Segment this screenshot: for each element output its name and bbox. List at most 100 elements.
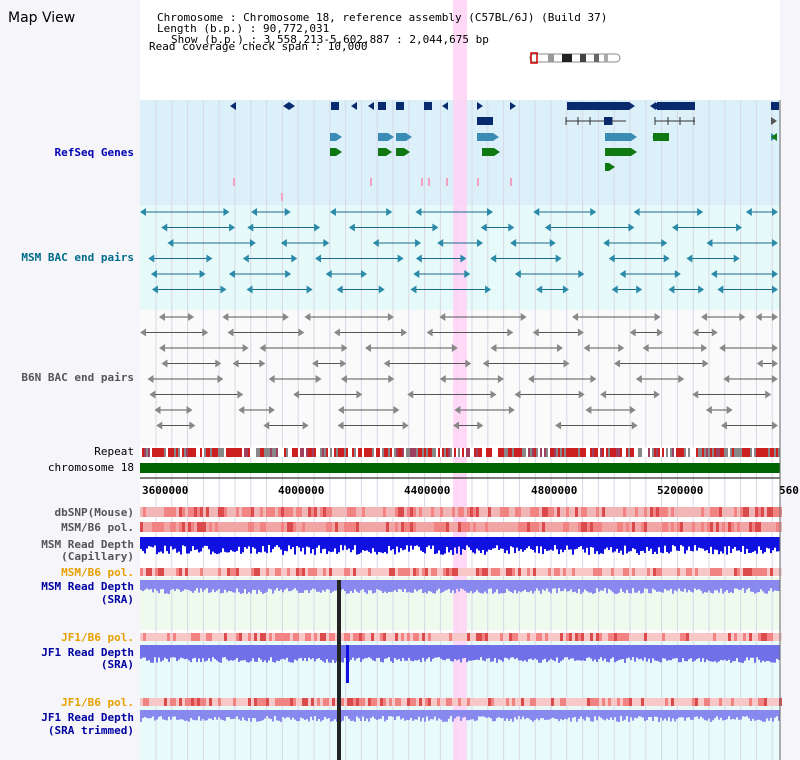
depth-bar (200, 710, 202, 721)
depth-bar (606, 645, 608, 662)
repeat-mark (230, 448, 232, 457)
depth-bar (600, 645, 602, 658)
chromosome-ideogram[interactable] (529, 52, 621, 64)
gene-block (657, 102, 695, 110)
depth-bar (546, 645, 548, 663)
msm-b6-pol-strip-mark (317, 522, 320, 532)
depth-bar (150, 710, 152, 718)
msm-b6-pol-2-strip-mark (302, 568, 305, 576)
depth-bar (658, 710, 660, 722)
depth-bar (326, 645, 328, 660)
repeat-mark (398, 448, 400, 457)
depth-bar (534, 537, 536, 553)
jf1-pol-2-strip-mark (404, 698, 407, 706)
dbsnp-strip-mark (533, 507, 536, 517)
msm-b6-pol-strip-mark (515, 522, 518, 532)
depth-bar (192, 710, 194, 720)
depth-bar (714, 580, 716, 591)
gene-feature (442, 102, 448, 110)
chromosome-bar[interactable] (140, 463, 780, 473)
jf1-pol-2-strip-mark (587, 698, 590, 706)
msm-b6-pol-2-strip-mark (428, 568, 431, 576)
depth-bar (150, 537, 152, 547)
depth-bar (214, 580, 216, 593)
depth-bar (652, 537, 654, 555)
depth-bar (648, 710, 650, 717)
jf1-pol-strip-mark (212, 633, 215, 641)
depth-bar (216, 710, 218, 720)
repeat-track[interactable] (140, 448, 780, 457)
jf1-pol-2-strip-mark (635, 698, 638, 706)
repeat-mark (706, 448, 708, 457)
depth-bar (424, 710, 426, 722)
jf1-pol-2-strip-mark (512, 698, 515, 706)
depth-bar (682, 710, 684, 718)
jf1-pol-strip-mark (605, 633, 608, 641)
jf1-pol-strip-mark (356, 633, 359, 641)
dbsnp-strip-mark (311, 507, 314, 517)
dbsnp-strip-mark (206, 507, 209, 517)
dbsnp-strip-mark (473, 507, 476, 517)
repeat-mark (474, 448, 476, 457)
b6n-bac-track[interactable] (140, 313, 778, 430)
jf1-pol-2-strip-mark (662, 698, 665, 706)
jf1-pol-strip-mark (413, 633, 416, 641)
depth-bar (326, 710, 328, 719)
jf1-pol-strip-mark (326, 633, 329, 641)
depth-bar (144, 537, 146, 554)
depth-bar (572, 537, 574, 555)
depth-bar (348, 537, 350, 549)
bac-end (140, 328, 147, 337)
depth-bar (476, 710, 478, 721)
bac-end (514, 270, 521, 278)
dbsnp-strip-mark (578, 507, 581, 517)
depth-bar (402, 710, 404, 719)
depth-bar (588, 645, 590, 658)
gene-marker (233, 178, 235, 186)
depth-bar (208, 537, 210, 550)
repeat-mark (508, 448, 510, 457)
depth-bar (534, 645, 536, 659)
repeat-mark (220, 448, 222, 457)
depth-bar (498, 537, 500, 550)
coverage-tracks[interactable] (140, 507, 782, 760)
msm-b6-pol-strip-mark (707, 522, 710, 532)
bac-end (663, 254, 670, 263)
depth-bar (410, 537, 412, 546)
depth-bar (302, 710, 304, 719)
msm-b6-pol-2-strip-mark (344, 568, 347, 576)
dbsnp-strip-mark (167, 507, 170, 517)
bac-end (268, 375, 275, 383)
jf1-pol-strip-mark (563, 633, 566, 641)
depth-bar (142, 645, 144, 658)
dbsnp-strip-mark (296, 507, 299, 517)
msm-b6-pol-2-strip-mark (158, 568, 161, 576)
jf1-pol-strip-mark (269, 633, 272, 641)
depth-bar (344, 537, 346, 546)
jf1-pol-2-strip-mark (692, 698, 695, 706)
depth-bar (144, 645, 146, 658)
depth-bar (610, 645, 612, 659)
depth-bar (452, 645, 454, 662)
bac-end (432, 223, 439, 232)
depth-bar (614, 710, 616, 718)
depth-bar (376, 537, 378, 555)
depth-bar (276, 537, 278, 546)
depth-bar (628, 710, 630, 722)
jf1-pol-strip-mark (380, 633, 383, 641)
depth-bar (500, 710, 502, 719)
msm-bac-track[interactable] (140, 208, 778, 294)
repeat-mark (416, 448, 418, 457)
depth-bar (278, 580, 280, 591)
msm-b6-pol-strip-mark (185, 522, 188, 532)
refseq-genes-track[interactable] (230, 102, 779, 201)
depth-bar (148, 580, 150, 590)
msm-b6-pol-2-strip-mark (725, 568, 728, 576)
repeat-mark (266, 448, 268, 457)
jf1-pol-2-strip-mark (674, 698, 677, 706)
msm-b6-pol-2-strip-mark (755, 568, 758, 576)
depth-bar (350, 580, 352, 591)
depth-bar (772, 645, 774, 663)
depth-bar (574, 645, 576, 661)
depth-bar (690, 537, 692, 551)
